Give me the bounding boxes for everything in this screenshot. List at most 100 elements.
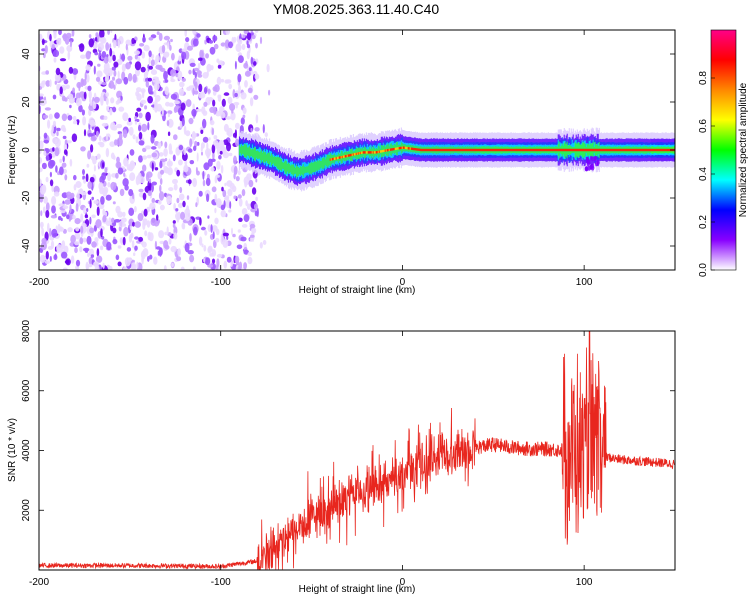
spectrogram-noise-cell — [83, 91, 87, 100]
spectrogram-noise-cell — [170, 93, 178, 100]
spectrogram-ridge-green — [271, 155, 274, 165]
spectrogram-noise-cell — [168, 238, 172, 245]
spectrogram-noise-cell — [186, 86, 192, 92]
spectrogram-ridge-core — [657, 148, 659, 152]
spectrogram-noise-cell — [244, 70, 251, 77]
spectrogram-ridge-green — [317, 161, 319, 170]
spectrogram-ridge-core — [433, 148, 435, 152]
spectrogram-noise-cell — [87, 190, 92, 195]
spectrogram-noise-cell — [121, 63, 126, 72]
spectrogram-ridge-core — [656, 148, 658, 152]
spectrogram-noise-cell — [71, 68, 79, 75]
spectrogram-noise-cell — [43, 99, 47, 105]
spectrogram-ridge-core — [443, 148, 445, 152]
spectrogram-ridge-core — [440, 148, 442, 152]
spectrogram-noise-cell — [216, 253, 223, 258]
spectrogram-noise-cell — [220, 42, 226, 47]
spectrogram-noise-cell — [222, 189, 227, 198]
spectrogram-ridge-green — [321, 158, 323, 170]
spectrogram-ridge-green — [324, 159, 326, 166]
spectrogram-noise-cell — [95, 255, 103, 263]
spectrogram-noise-cell — [79, 237, 84, 245]
spectrogram-noise-cell — [49, 227, 52, 238]
spectrogram-noise-cell — [157, 142, 162, 149]
spectrogram-noise-cell — [158, 32, 163, 42]
spectrogram-noise-cell — [123, 172, 126, 177]
spectrogram-ridge-core — [548, 148, 550, 152]
spectrogram-noise-cell — [61, 162, 67, 168]
spectrogram-noise-cell — [159, 152, 164, 157]
spectrogram-noise-cell — [130, 232, 134, 239]
spectrogram-ridge-core — [631, 148, 633, 152]
spectrogram-x-axis-title: Height of straight line (km) — [299, 285, 416, 296]
spectrogram-ridge-core — [590, 148, 592, 152]
spectrogram-noise-cell — [69, 158, 73, 167]
spectrogram-ridge-core — [390, 148, 392, 151]
spectrogram-noise-cell — [103, 62, 110, 72]
spectrogram-noise-cell — [105, 133, 109, 141]
spectrogram-noise-cell — [164, 79, 169, 83]
spectrogram-noise-cell — [212, 231, 215, 240]
spectrogram-noise-cell — [253, 94, 259, 100]
spectrogram-noise-cell — [128, 189, 134, 197]
spectrogram-y-ticks: -40 -20 0 20 40 — [21, 48, 675, 253]
spectrogram-noise-cell — [68, 66, 74, 74]
spectrogram-noise-cell — [90, 144, 94, 153]
spectrogram-noise-cell — [167, 167, 173, 176]
spectrogram-ridge-core — [332, 157, 334, 161]
spectrogram-noise-cell — [59, 58, 67, 62]
spectrogram-noise-cell — [100, 196, 105, 205]
spectrogram-ridge-core — [346, 154, 348, 158]
spectrogram-noise-cell — [143, 208, 148, 217]
spectrogram-ridge-core — [370, 151, 372, 154]
spectrogram-noise-cell — [39, 185, 46, 195]
spectrogram-ridge-core — [553, 148, 555, 152]
spectrogram-noise-cell — [136, 87, 142, 93]
spectrogram-noise-cell — [91, 196, 94, 201]
spectrogram-noise-cell — [145, 80, 149, 88]
spectrogram-noise-cell — [226, 256, 232, 263]
spectrogram-ridge-green — [290, 164, 293, 174]
spectrogram-ridge-core — [602, 148, 604, 152]
spectrogram-noise-cell — [204, 257, 211, 266]
spectrogram-ridge-core — [432, 148, 434, 152]
spectrogram-noise-cell — [240, 117, 245, 125]
spectrogram-noise-cell — [148, 232, 154, 242]
spectrogram-noise-cell — [196, 70, 202, 76]
spectrogram-noise-cell — [251, 187, 257, 195]
spectrogram-noise-cell — [244, 80, 248, 88]
spectrogram-ridge-core — [519, 148, 521, 152]
spectrogram-ridge-green — [289, 165, 292, 173]
spectrogram-noise-cell — [110, 30, 113, 33]
spectrogram-ridge-core — [584, 148, 586, 152]
spectrogram-noise-cell — [223, 200, 226, 209]
spectrogram-noise-cell — [117, 211, 124, 218]
colorbar-tick-label: 0.8 — [698, 71, 709, 85]
spectrogram-ridge-core — [564, 148, 566, 152]
spectrogram-ridge-core — [388, 148, 390, 152]
spectrogram-noise-cell — [145, 111, 151, 122]
spectrogram-ridge-green — [302, 164, 304, 177]
spectrogram-ridge-green — [261, 152, 264, 161]
spectrogram-noise-cell — [106, 105, 110, 112]
spectrogram-noise-cell — [226, 235, 229, 241]
spectrogram-noise-cell — [101, 172, 107, 181]
spectrogram-noise-cell — [125, 62, 131, 70]
spectrogram-noise-cell — [241, 189, 246, 197]
spectrogram-noise-cell — [234, 255, 240, 264]
spectrogram-noise-cell — [86, 208, 89, 212]
spectrogram-ridge-core — [658, 148, 660, 152]
spectrogram-noise-cell — [88, 38, 95, 48]
spectrogram-noise-cell — [142, 164, 147, 172]
spectrogram-ridge-core — [350, 153, 352, 157]
spectrogram-ridge-green — [247, 147, 250, 157]
spectrogram-ridge-core — [615, 148, 617, 152]
spectrogram-noise-cell — [64, 35, 70, 45]
spectrogram-ridge-core — [513, 148, 515, 152]
spectrogram-noise-cell — [187, 148, 193, 153]
spectrogram-ridge-core — [579, 148, 581, 152]
spectrogram-noise-cell — [246, 203, 251, 210]
spectrogram-noise-cell — [184, 242, 190, 253]
spectrogram-noise-cell — [169, 44, 172, 51]
spectrogram-ridge-core — [465, 148, 467, 152]
